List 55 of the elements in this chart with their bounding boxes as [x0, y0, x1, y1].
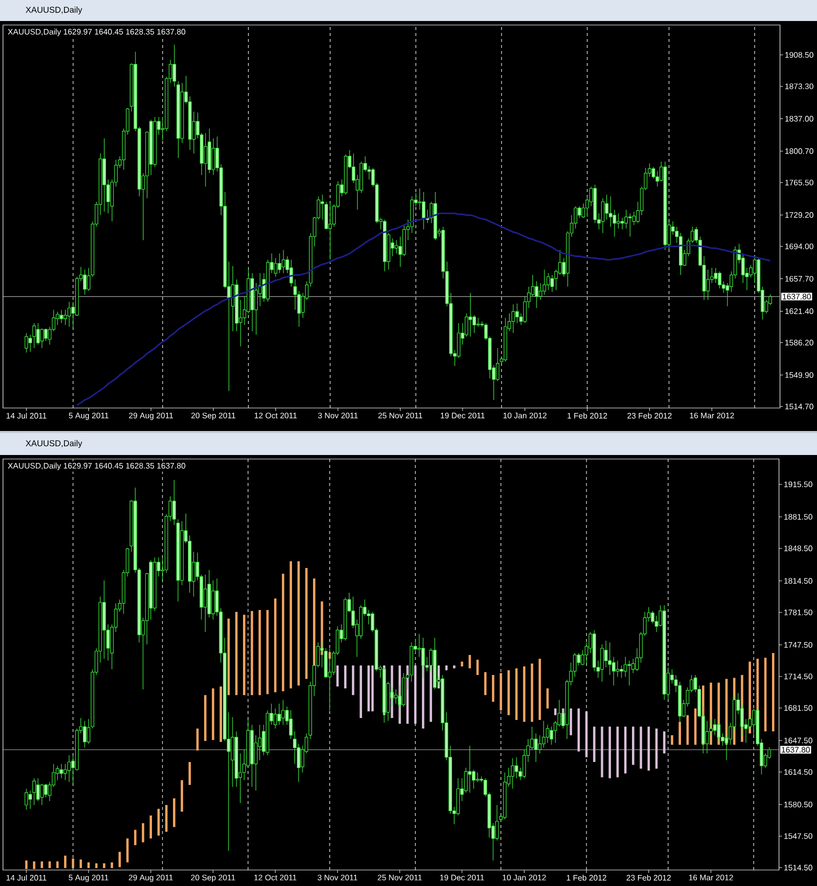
y-tick-label: 1765.50 [785, 180, 814, 186]
annotation: XAUUSD,Daily 1629.97 1640.45 1628.35 1637.80 [8, 462, 186, 470]
x-tick-label: 12 Oct 2011 [254, 874, 296, 880]
x-tick-label: 10 Jan 2012 [503, 412, 547, 418]
y-tick-label: 1881.50 [784, 514, 812, 520]
y-tick-label: 1747.50 [784, 642, 812, 648]
y-tick-label: 1814.50 [784, 578, 812, 584]
x-tick-label: 3 Nov 2011 [318, 874, 358, 880]
y-tick-label: 1657.70 [785, 276, 814, 282]
y-tick-label: 1694.00 [785, 244, 814, 250]
x-tick-label: 3 Nov 2011 [318, 412, 358, 418]
x-tick-label: 29 Aug 2011 [129, 412, 173, 420]
y-tick-label: 1837.00 [785, 116, 814, 122]
x-tick-label: 23 Feb 2012 [626, 874, 671, 881]
x-tick-label: 1 Feb 2012 [566, 874, 606, 881]
ref-line-label: 1637.80 [782, 746, 810, 753]
y-tick-label: 1586.20 [785, 340, 814, 346]
x-tick-label: 14 Jul 2011 [6, 412, 46, 419]
y-tick-label: 1549.90 [785, 372, 814, 378]
x-tick-label: 19 Dec 2011 [440, 874, 484, 880]
x-tick-label: 20 Sep 2011 [191, 412, 236, 420]
ref-line-label: 1637.80 [782, 294, 811, 300]
x-tick-label: 25 Nov 2011 [378, 412, 422, 418]
y-tick-label: 1908.50 [785, 52, 814, 58]
x-tick-label: 25 Nov 2011 [378, 874, 422, 880]
chart-title: XAUUSD,Daily [26, 6, 82, 14]
chart-title: XAUUSD,Daily [26, 440, 82, 448]
x-tick-label: 5 Aug 2011 [68, 874, 108, 882]
x-tick-label: 16 Mar 2012 [689, 874, 733, 880]
y-tick-label: 1714.50 [784, 674, 812, 680]
x-tick-label: 5 Aug 2011 [68, 412, 108, 420]
y-tick-label: 1800.70 [785, 148, 814, 154]
x-tick-label: 14 Jul 2011 [6, 874, 46, 881]
x-tick-label: 16 Mar 2012 [690, 412, 734, 418]
x-tick-label: 19 Dec 2011 [440, 412, 485, 418]
x-tick-label: 23 Feb 2012 [627, 412, 672, 419]
x-tick-label: 20 Sep 2011 [191, 874, 236, 882]
y-tick-label: 1873.30 [785, 83, 814, 90]
y-tick-label: 1547.50 [784, 833, 812, 839]
y-tick-label: 1614.50 [784, 769, 812, 775]
y-tick-label: 1514.70 [785, 404, 814, 410]
y-tick-label: 1681.50 [784, 705, 812, 711]
y-tick-label: 1915.50 [784, 481, 812, 488]
y-tick-label: 1621.40 [785, 308, 814, 314]
x-tick-label: 10 Jan 2012 [502, 874, 546, 880]
y-tick-label: 1514.50 [784, 864, 812, 870]
y-tick-label: 1647.50 [784, 738, 812, 744]
x-tick-label: 29 Aug 2011 [128, 874, 173, 882]
y-tick-label: 1580.50 [784, 802, 812, 808]
x-tick-label: 12 Oct 2011 [254, 412, 297, 418]
x-tick-label: 1 Feb 2012 [568, 412, 608, 419]
annotation: XAUUSD,Daily 1629.97 1640.45 1628.35 1637.80 [8, 28, 186, 36]
y-tick-label: 1729.20 [785, 212, 814, 218]
y-tick-label: 1781.50 [784, 610, 812, 616]
y-tick-label: 1848.50 [784, 546, 812, 552]
